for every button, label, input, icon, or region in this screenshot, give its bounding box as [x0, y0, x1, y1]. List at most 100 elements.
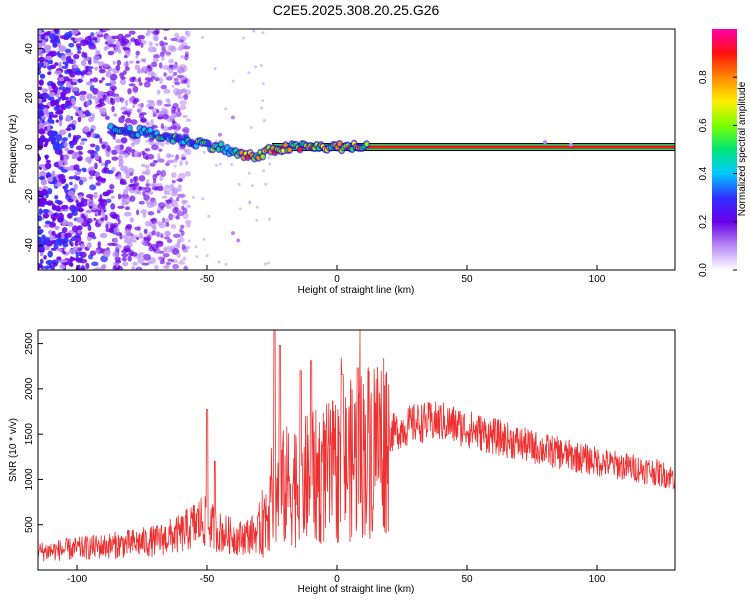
- noise-speckle: [74, 240, 79, 247]
- noise-speckle: [260, 106, 264, 110]
- noise-speckle: [83, 198, 88, 203]
- noise-speckle: [46, 31, 51, 35]
- noise-speckle: [121, 253, 129, 257]
- noise-speckle: [57, 216, 64, 223]
- noise-speckle: [43, 224, 50, 228]
- colorbar-ticks: 0.0 0.2 0.4 0.6 0.8: [698, 70, 737, 277]
- noise-speckle: [47, 250, 53, 258]
- noise-speckle: [54, 238, 63, 245]
- noise-speckle: [60, 232, 66, 240]
- noise-speckle: [147, 211, 155, 216]
- noise-speckle: [75, 145, 84, 151]
- noise-speckle: [148, 245, 155, 252]
- ridge-point: [337, 141, 342, 147]
- noise-speckle: [135, 50, 140, 56]
- noise-speckle: [177, 261, 186, 265]
- noise-speckle: [41, 104, 45, 110]
- noise-speckle: [115, 64, 121, 71]
- noise-speckle: [132, 261, 138, 266]
- noise-speckle: [179, 64, 187, 69]
- spectrogram-y-ticks: -40 -20 0 20 40: [24, 43, 43, 253]
- noise-speckle: [78, 194, 83, 199]
- noise-speckle: [158, 148, 163, 152]
- noise-speckle: [176, 241, 181, 248]
- noise-speckle: [41, 234, 46, 241]
- noise-speckle: [124, 206, 131, 211]
- noise-speckle: [111, 87, 115, 95]
- isolated-speck: [231, 231, 235, 236]
- noise-speckle: [86, 242, 92, 249]
- noise-speckle: [128, 83, 136, 87]
- noise-speckle: [51, 114, 59, 118]
- noise-speckle: [172, 247, 180, 255]
- noise-speckle: [121, 115, 126, 119]
- noise-speckle: [91, 36, 98, 41]
- noise-speckle: [89, 85, 95, 92]
- noise-speckle: [194, 245, 198, 249]
- noise-speckle: [115, 138, 123, 144]
- noise-speckle: [161, 107, 167, 114]
- noise-speckle: [121, 199, 126, 207]
- isolated-speck: [236, 238, 241, 243]
- noise-speckle: [110, 195, 115, 199]
- noise-speckle: [102, 29, 111, 32]
- noise-speckle: [54, 177, 58, 185]
- noise-speckle: [75, 43, 82, 49]
- snr-y-tick-label: 500: [24, 516, 35, 533]
- noise-speckle: [125, 223, 133, 229]
- noise-speckle: [38, 186, 43, 191]
- noise-speckle: [133, 150, 140, 158]
- noise-speckle: [58, 61, 62, 69]
- noise-speckle: [42, 212, 50, 219]
- noise-speckle: [205, 254, 209, 258]
- noise-speckle: [136, 267, 141, 270]
- noise-speckle: [73, 183, 78, 190]
- noise-speckle: [165, 263, 170, 270]
- noise-speckle: [183, 265, 189, 270]
- noise-speckle: [86, 218, 93, 224]
- noise-speckle: [113, 145, 121, 150]
- noise-speckle: [127, 167, 135, 174]
- noise-speckle: [56, 143, 63, 151]
- noise-speckle: [136, 236, 140, 241]
- noise-speckle: [79, 94, 86, 102]
- noise-speckle: [38, 79, 44, 86]
- noise-speckle: [163, 36, 167, 41]
- noise-speckle: [39, 171, 47, 178]
- noise-speckle: [51, 119, 55, 125]
- noise-speckle: [48, 59, 54, 65]
- noise-speckle: [135, 60, 140, 64]
- noise-speckle: [100, 178, 106, 184]
- noise-speckle: [218, 162, 222, 166]
- noise-speckle: [86, 132, 92, 138]
- noise-speckle: [100, 255, 109, 263]
- noise-speckle: [163, 88, 171, 94]
- noise-speckle: [165, 222, 170, 228]
- noise-speckle: [64, 147, 70, 152]
- noise-speckle: [166, 154, 175, 158]
- noise-speckle: [118, 265, 123, 270]
- spectrogram-x-tick-label: 50: [461, 274, 473, 285]
- noise-speckle: [145, 199, 150, 205]
- noise-speckle: [171, 84, 175, 88]
- noise-speckle: [255, 218, 259, 222]
- noise-speckle: [88, 169, 96, 177]
- snr-x-ticks: -100 -50 0 50 100: [67, 565, 606, 585]
- noise-speckle: [62, 250, 66, 255]
- noise-speckle: [195, 255, 199, 259]
- noise-speckle: [80, 251, 87, 258]
- noise-speckle: [90, 154, 95, 159]
- noise-speckle: [128, 60, 134, 64]
- noise-speckle: [104, 214, 108, 222]
- noise-speckle: [182, 114, 188, 119]
- noise-speckle: [163, 188, 167, 196]
- noise-speckle: [132, 176, 137, 183]
- noise-speckle: [86, 112, 92, 117]
- noise-speckle: [68, 176, 74, 180]
- noise-speckle: [178, 44, 185, 50]
- noise-speckle: [152, 159, 159, 164]
- noise-speckle: [154, 76, 160, 82]
- noise-speckle: [87, 231, 96, 238]
- noise-speckle: [67, 222, 71, 226]
